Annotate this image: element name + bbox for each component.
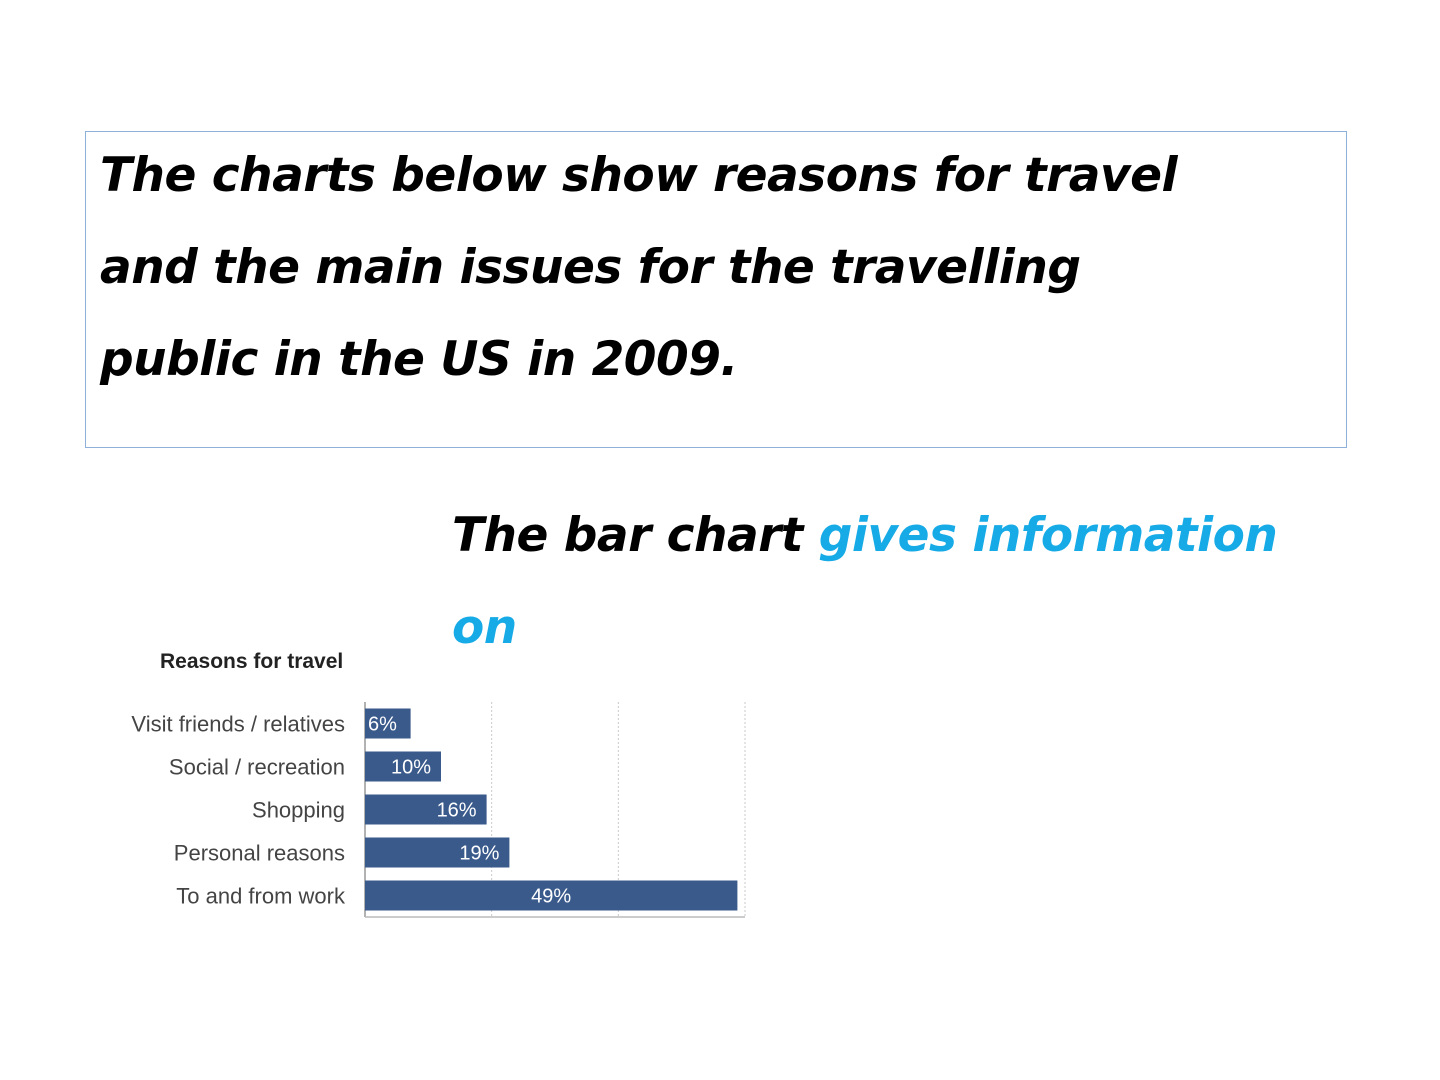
value-labels: 6% 10% 16% 19% 49% (368, 714, 571, 908)
value-label-4: 49% (531, 886, 571, 908)
category-label-1: Social / recreation (169, 755, 345, 780)
category-label-2: Shopping (252, 798, 345, 823)
prompt-line-2: and the main issues for the travelling (100, 240, 1081, 295)
bar-2 (365, 794, 487, 825)
prompt-box (85, 131, 1347, 448)
category-label-4: To and from work (176, 884, 346, 909)
category-labels: Visit friends / relatives Social / recrea… (131, 712, 346, 909)
category-label-3: Personal reasons (174, 841, 345, 866)
answer-line-2: on (452, 600, 517, 655)
value-label-1: 10% (391, 757, 431, 779)
reasons-bar-chart: Reasons for travel Visit friends / relat… (131, 650, 746, 918)
value-label-2: 16% (437, 800, 477, 822)
value-label-3: 19% (459, 843, 499, 865)
bar-1 (365, 751, 441, 782)
bars-layer (365, 708, 738, 911)
bar-3 (365, 837, 510, 868)
bar-4 (365, 880, 738, 911)
category-label-0: Visit friends / relatives (131, 712, 345, 737)
answer-black-text: The bar chart (452, 508, 819, 563)
value-label-0: 6% (368, 714, 397, 736)
prompt-line-1: The charts below show reasons for travel (100, 148, 1178, 203)
prompt-line-3: public in the US in 2009. (100, 332, 738, 387)
answer-blue-text-2: on (452, 600, 517, 655)
answer-line-1: The bar chart gives information (452, 508, 1278, 563)
bar-0 (365, 708, 411, 739)
answer-blue-text-1: gives information (818, 508, 1278, 563)
chart-title: Reasons for travel (160, 650, 343, 673)
